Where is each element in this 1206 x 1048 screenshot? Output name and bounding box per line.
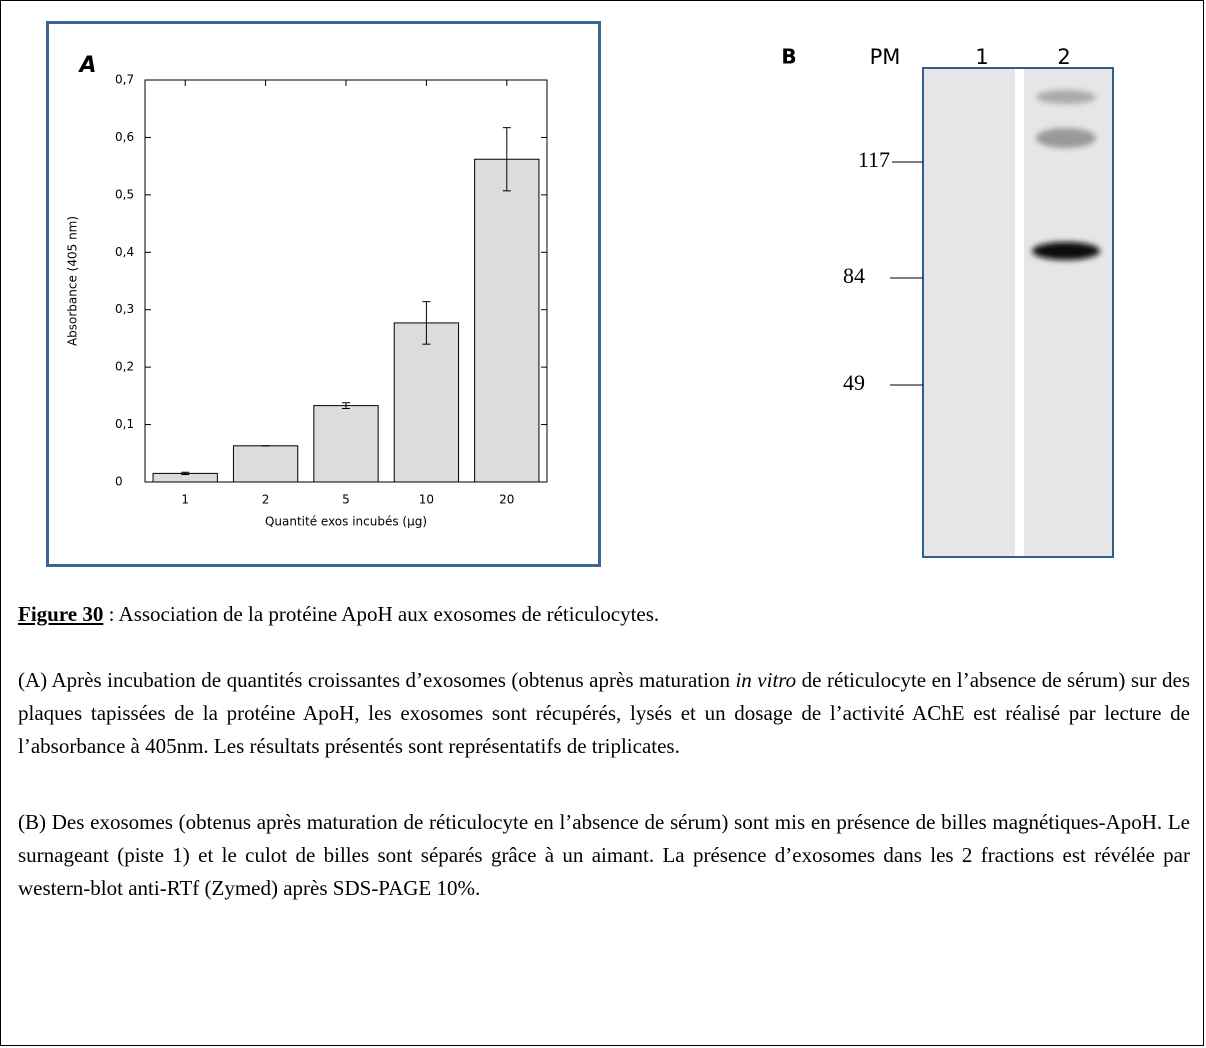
y-tick-label: 0,5 (115, 187, 134, 201)
caption-title: Figure 30 : Association de la protéine A… (18, 598, 1190, 631)
lane-label: 1 (975, 45, 988, 69)
bar (233, 446, 297, 482)
bar (314, 406, 378, 482)
caption-italic: in vitro (735, 668, 796, 692)
figure-label: Figure 30 (18, 602, 103, 626)
lane-separator (1015, 69, 1024, 556)
caption-paragraph: (B) Des exosomes (obtenus après maturati… (18, 806, 1190, 905)
marker-label: 49 (843, 370, 865, 395)
figure: A Absorbance (405 nm) Quantité exos incu… (0, 0, 1206, 580)
x-tick-label: 1 (181, 493, 189, 507)
x-tick-label: 10 (419, 493, 434, 507)
y-tick-label: 0 (115, 475, 123, 489)
y-tick-label: 0,4 (115, 245, 134, 259)
y-axis-title: Absorbance (405 nm) (66, 216, 80, 346)
lane-label: 2 (1057, 45, 1070, 69)
bar (394, 323, 458, 482)
band-faint (1036, 90, 1096, 104)
x-tick-label: 20 (499, 493, 514, 507)
caption-text: (A) Après incubation de quantités croiss… (18, 668, 735, 692)
y-tick-label: 0,1 (115, 417, 134, 431)
x-tick-label: 5 (342, 493, 350, 507)
y-tick-label: 0,3 (115, 302, 134, 316)
marker-label: 84 (843, 263, 865, 288)
marker-label: 117 (858, 147, 890, 172)
caption-text: : Association de la protéine ApoH aux ex… (103, 602, 659, 626)
x-tick-label: 2 (262, 493, 270, 507)
band-strong (1032, 242, 1100, 260)
band-faint (1036, 128, 1096, 148)
panel-label: A (77, 53, 96, 78)
y-tick-label: 0,2 (115, 360, 134, 374)
bar (475, 159, 539, 482)
x-axis-title: Quantité exos incubés (µg) (265, 515, 427, 529)
page: A Absorbance (405 nm) Quantité exos incu… (0, 0, 1206, 1048)
y-tick-label: 0,6 (115, 130, 134, 144)
caption-paragraph: (A) Après incubation de quantités croiss… (18, 664, 1190, 763)
y-tick-label: 0,7 (115, 73, 134, 87)
panel-label: B (781, 45, 796, 69)
lane-header: PM (870, 45, 901, 69)
